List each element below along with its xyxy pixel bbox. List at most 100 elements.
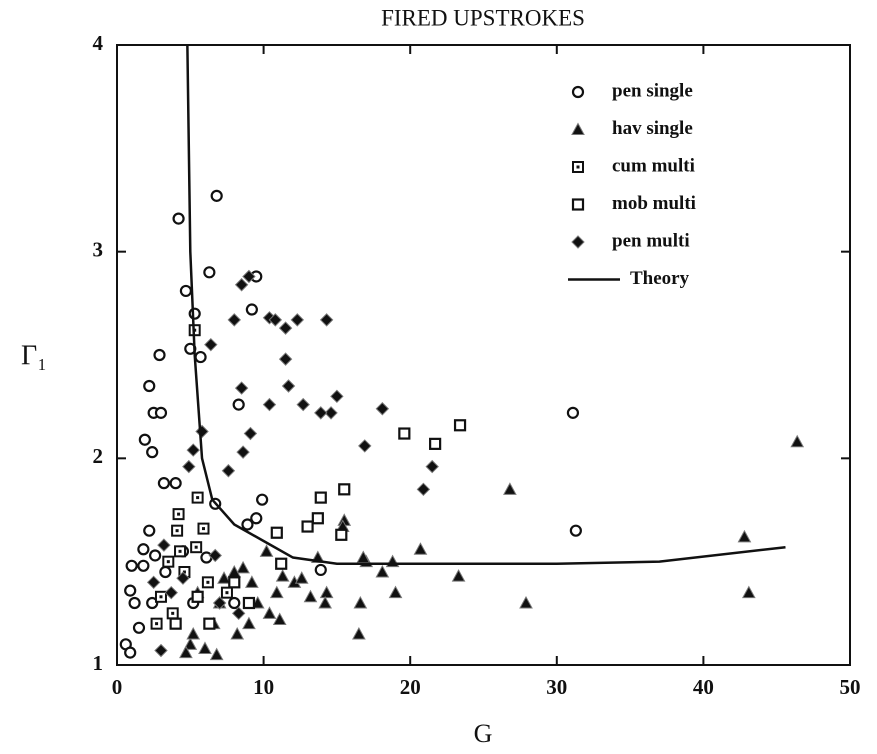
legend-text: cum multi (612, 155, 695, 176)
point-circle (188, 307, 201, 320)
point-triangle (272, 612, 287, 626)
point-triangle (451, 569, 466, 582)
point-circle (210, 189, 223, 202)
legend-marker (571, 235, 585, 249)
point-triangle (262, 606, 277, 619)
point-dot (159, 595, 163, 599)
point-diamond (416, 482, 431, 497)
point-circle (179, 284, 193, 298)
point-square (398, 427, 411, 440)
point-circle (153, 348, 166, 362)
point-diamond (195, 424, 209, 439)
point-square (203, 617, 216, 630)
point-diamond (157, 538, 171, 552)
point-circle (124, 584, 137, 597)
point-triangle (319, 585, 334, 599)
point-square (270, 526, 283, 539)
point-triangle (259, 544, 274, 557)
point-triangle (183, 637, 198, 650)
point-dot (182, 570, 186, 574)
point-triangle (519, 595, 533, 609)
legend-text: pen multi (612, 230, 690, 251)
point-dot (576, 165, 580, 169)
point-diamond (290, 313, 305, 327)
point-triangle (737, 529, 752, 543)
point-triangle (388, 585, 403, 599)
point-circle (250, 512, 263, 525)
point-dot (171, 611, 175, 615)
point-diamond (296, 397, 310, 412)
point-diamond (236, 445, 250, 459)
point-circle (143, 524, 156, 537)
point-diamond (330, 389, 344, 404)
point-diamond (182, 459, 196, 474)
point-square (275, 557, 288, 570)
legend-marker (571, 122, 585, 135)
point-diamond (243, 426, 258, 441)
point-triangle (790, 434, 805, 448)
legend-text: pen single (612, 80, 693, 101)
point-triangle (318, 595, 333, 609)
point-diamond (164, 585, 178, 600)
legend-text: mob multi (612, 193, 696, 214)
point-square (453, 419, 467, 432)
point-square (335, 528, 348, 541)
point-circle (124, 646, 137, 659)
point-dot (225, 591, 229, 595)
point-diamond (154, 643, 168, 658)
point-diamond (186, 443, 200, 457)
point-diamond (146, 575, 161, 590)
point-circle (314, 563, 327, 577)
legend-text: Theory (630, 268, 690, 289)
legend-text: hav single (612, 118, 693, 139)
point-circle (194, 350, 207, 364)
point-dot (178, 549, 182, 553)
point-dot (206, 580, 210, 584)
x-tick-label: 50 (840, 675, 861, 699)
point-triangle (742, 585, 756, 599)
point-triangle (217, 571, 231, 584)
x-tick-label: 0 (112, 675, 123, 699)
point-circle (154, 406, 168, 419)
point-square (338, 483, 351, 496)
point-diamond (278, 321, 293, 335)
point-dot (196, 496, 200, 500)
point-diamond (221, 464, 236, 478)
point-diamond (234, 278, 249, 292)
point-square (311, 512, 324, 525)
point-triangle (230, 626, 245, 640)
point-diamond (358, 439, 372, 453)
point-circle (149, 549, 162, 562)
x-axis-label: G (474, 719, 493, 748)
point-circle (200, 551, 213, 564)
point-triangle (352, 626, 366, 640)
point-diamond (227, 313, 241, 327)
point-square (429, 437, 442, 450)
point-dot (166, 560, 170, 564)
point-square (301, 520, 314, 533)
point-diamond (242, 269, 256, 284)
point-dot (155, 622, 159, 626)
point-square (242, 596, 256, 610)
point-dot (194, 545, 198, 549)
point-circle (203, 266, 216, 279)
point-triangle (245, 575, 259, 588)
point-circle (566, 406, 580, 419)
x-tick-label: 10 (253, 675, 274, 699)
point-circle (172, 212, 185, 225)
chart-title: FIRED UPSTROKES (381, 5, 585, 30)
point-square (191, 590, 204, 603)
point-dot (177, 512, 181, 516)
point-circle (169, 477, 182, 490)
x-tick-label: 30 (546, 675, 567, 699)
x-tick-label: 40 (693, 675, 714, 699)
point-circle (146, 596, 159, 610)
point-circle (245, 303, 258, 316)
y-tick-label: 3 (93, 237, 104, 261)
point-circle (157, 477, 171, 490)
point-diamond (375, 402, 390, 416)
point-triangle (303, 589, 318, 603)
point-diamond (204, 337, 218, 352)
point-circle (128, 596, 141, 610)
point-square (169, 617, 182, 630)
